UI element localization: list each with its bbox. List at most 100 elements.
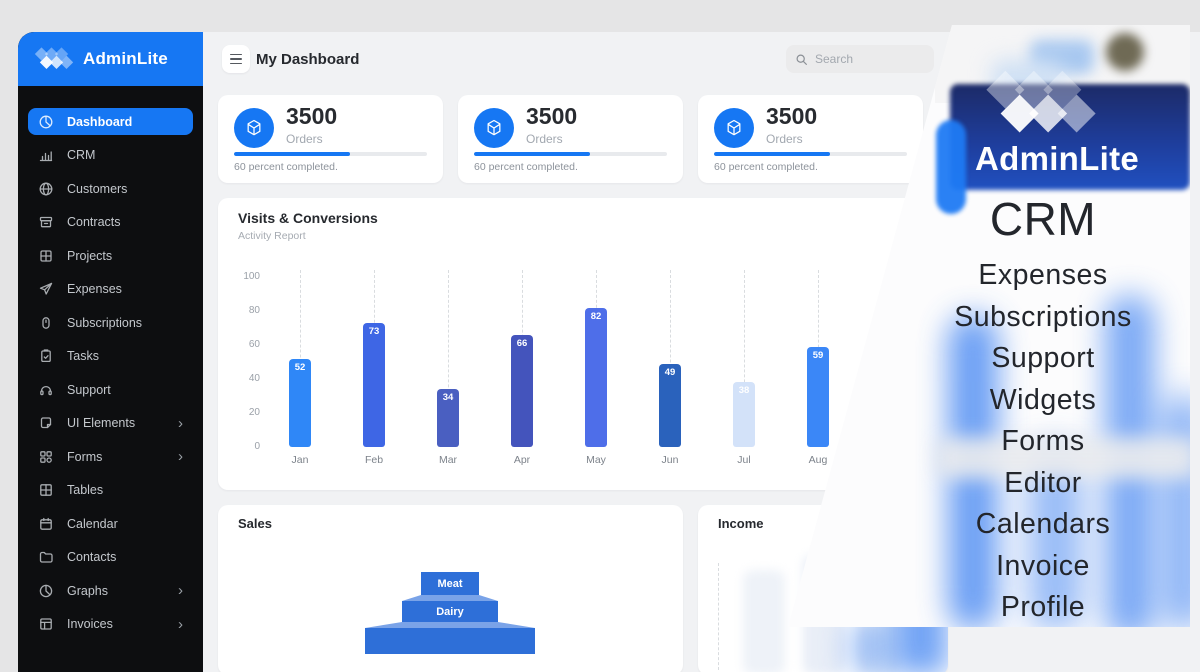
stat-caption: 60 percent completed. [234, 161, 338, 173]
progress-bar [714, 152, 907, 156]
bar-value-label: 59 [812, 349, 824, 361]
y-axis-tick: 40 [248, 373, 260, 384]
x-axis-tick: Apr [513, 454, 531, 466]
progress-fill [474, 152, 590, 156]
bar-value-label: 49 [664, 366, 676, 378]
search-icon [796, 54, 807, 65]
note-icon [38, 415, 54, 431]
stat-card-orders-2: 3500 Orders 60 percent completed. [458, 95, 683, 183]
sidebar-item-label: Subscriptions [67, 315, 143, 330]
sidebar-item-label: Customers [67, 181, 128, 196]
y-axis-tick: 0 [254, 441, 260, 452]
funnel-label: Meat [437, 577, 463, 590]
progress-bar [234, 152, 427, 156]
overlay-feature-profile: Profile [1000, 591, 1086, 623]
x-axis-tick: Mar [438, 454, 458, 466]
chevron-right-icon: › [178, 448, 183, 465]
funnel-transition [365, 622, 535, 628]
gridline [448, 270, 449, 447]
chevron-right-icon: › [178, 414, 183, 432]
table-grid-icon [38, 482, 54, 498]
blurred-pill-decoration [936, 120, 966, 214]
bar-mar: 34 [437, 389, 459, 447]
funnel-level-meat: Meat [421, 572, 479, 595]
sidebar-item-tables[interactable]: Tables [28, 477, 193, 504]
sidebar-item-contracts[interactable]: Contracts [28, 209, 193, 236]
sales-card: Sales Meat Dairy [218, 505, 683, 672]
sidebar-item-expenses[interactable]: Expenses [28, 276, 193, 303]
sidebar-item-invoices[interactable]: Invoices › [28, 611, 193, 638]
blurred-bar-decoration [1160, 395, 1190, 627]
sidebar-item-label: Contracts [67, 215, 121, 229]
sidebar-item-customers[interactable]: Customers [28, 175, 193, 202]
sidebar-item-crm[interactable]: CRM [28, 142, 193, 169]
sidebar-item-support[interactable]: Support [28, 376, 193, 403]
folder-icon [38, 549, 54, 565]
sidebar-item-graphs[interactable]: Graphs › [28, 577, 193, 604]
income-axis-line [718, 563, 719, 672]
bar-jan: 52 [289, 358, 311, 447]
sales-title: Sales [238, 516, 272, 531]
progress-bar [474, 152, 667, 156]
x-axis-tick: Jul [737, 454, 751, 466]
window-grid-icon [38, 248, 54, 264]
stat-label: Orders [526, 132, 563, 146]
overlay-feature-list: CRM Expenses Subscriptions Support Widgets Fo… [928, 196, 1158, 622]
crm-bars-icon [38, 147, 54, 163]
sidebar-item-forms[interactable]: Forms › [28, 443, 193, 470]
sidebar-item-label: Dashboard [67, 114, 133, 129]
y-axis-tick: 80 [248, 305, 260, 316]
overlay-feature-support: Support [991, 342, 1095, 374]
bar-may: 82 [585, 307, 607, 447]
overlay-feature-editor: Editor [1004, 466, 1082, 499]
cube-icon [234, 108, 274, 148]
funnel-level-dairy: Dairy [402, 601, 498, 622]
cube-icon [714, 108, 754, 148]
sidebar-item-tasks[interactable]: Tasks [28, 343, 193, 370]
bar-apr: 66 [511, 334, 533, 447]
sidebar-item-label: CRM [67, 148, 96, 162]
sidebar-item-projects[interactable]: Projects [28, 242, 193, 269]
overlay-feature-expenses: Expenses [978, 259, 1108, 291]
overlay-feature-widgets: Widgets [989, 383, 1097, 416]
pie-chart-icon [38, 583, 54, 599]
sidebar-item-label: Tasks [67, 349, 99, 363]
sidebar-item-label: Graphs [67, 583, 108, 598]
sidebar-item-contacts[interactable]: Contacts [28, 544, 193, 571]
sidebar-item-ui-elements[interactable]: UI Elements › [28, 410, 193, 437]
menu-toggle-button[interactable] [222, 45, 250, 73]
stat-value: 3500 [766, 103, 818, 129]
calendar-icon [38, 516, 54, 532]
bar-chart-plot: 0 20 40 60 80 100 52 Jan 73 Feb 34 Mar 66 Apr 82 May 49 J… [218, 198, 938, 490]
bar-feb: 73 [363, 322, 385, 447]
sidebar-item-calendar[interactable]: Calendar [28, 510, 193, 537]
blurred-band-decoration [935, 437, 1190, 479]
visits-conversions-card: Visits & Conversions Activity Report 0 20… [218, 198, 938, 490]
search-box[interactable] [786, 45, 934, 73]
sidebar-item-label: Forms [67, 449, 103, 464]
overlay-feature-calendars: Calendars [975, 508, 1111, 540]
gridline [744, 270, 745, 447]
sidebar-item-subscriptions[interactable]: Subscriptions [28, 309, 193, 336]
stat-label: Orders [286, 132, 323, 146]
sidebar-item-dashboard[interactable]: Dashboard [28, 108, 193, 135]
bar-value-label: 73 [368, 325, 380, 337]
gridline [300, 270, 301, 447]
bar-value-label: 34 [442, 392, 454, 404]
sidebar-item-label: Contacts [67, 550, 117, 564]
invoice-table-icon [38, 616, 54, 632]
overlay-feature-crm: CRM [989, 193, 1097, 245]
gridline [670, 270, 671, 447]
progress-fill [714, 152, 830, 156]
blurred-bar-decoration [848, 620, 893, 672]
headset-icon [38, 382, 54, 398]
search-input[interactable] [815, 52, 925, 66]
sidebar-item-label: Support [67, 382, 111, 397]
brand-header: AdminLite [18, 32, 203, 86]
x-axis-tick: Feb [364, 454, 384, 466]
sidebar-item-label: Tables [67, 483, 104, 497]
cube-icon [474, 108, 514, 148]
stat-caption: 60 percent completed. [474, 161, 578, 173]
chevron-right-icon: › [178, 582, 183, 599]
y-axis-tick: 20 [248, 407, 260, 418]
